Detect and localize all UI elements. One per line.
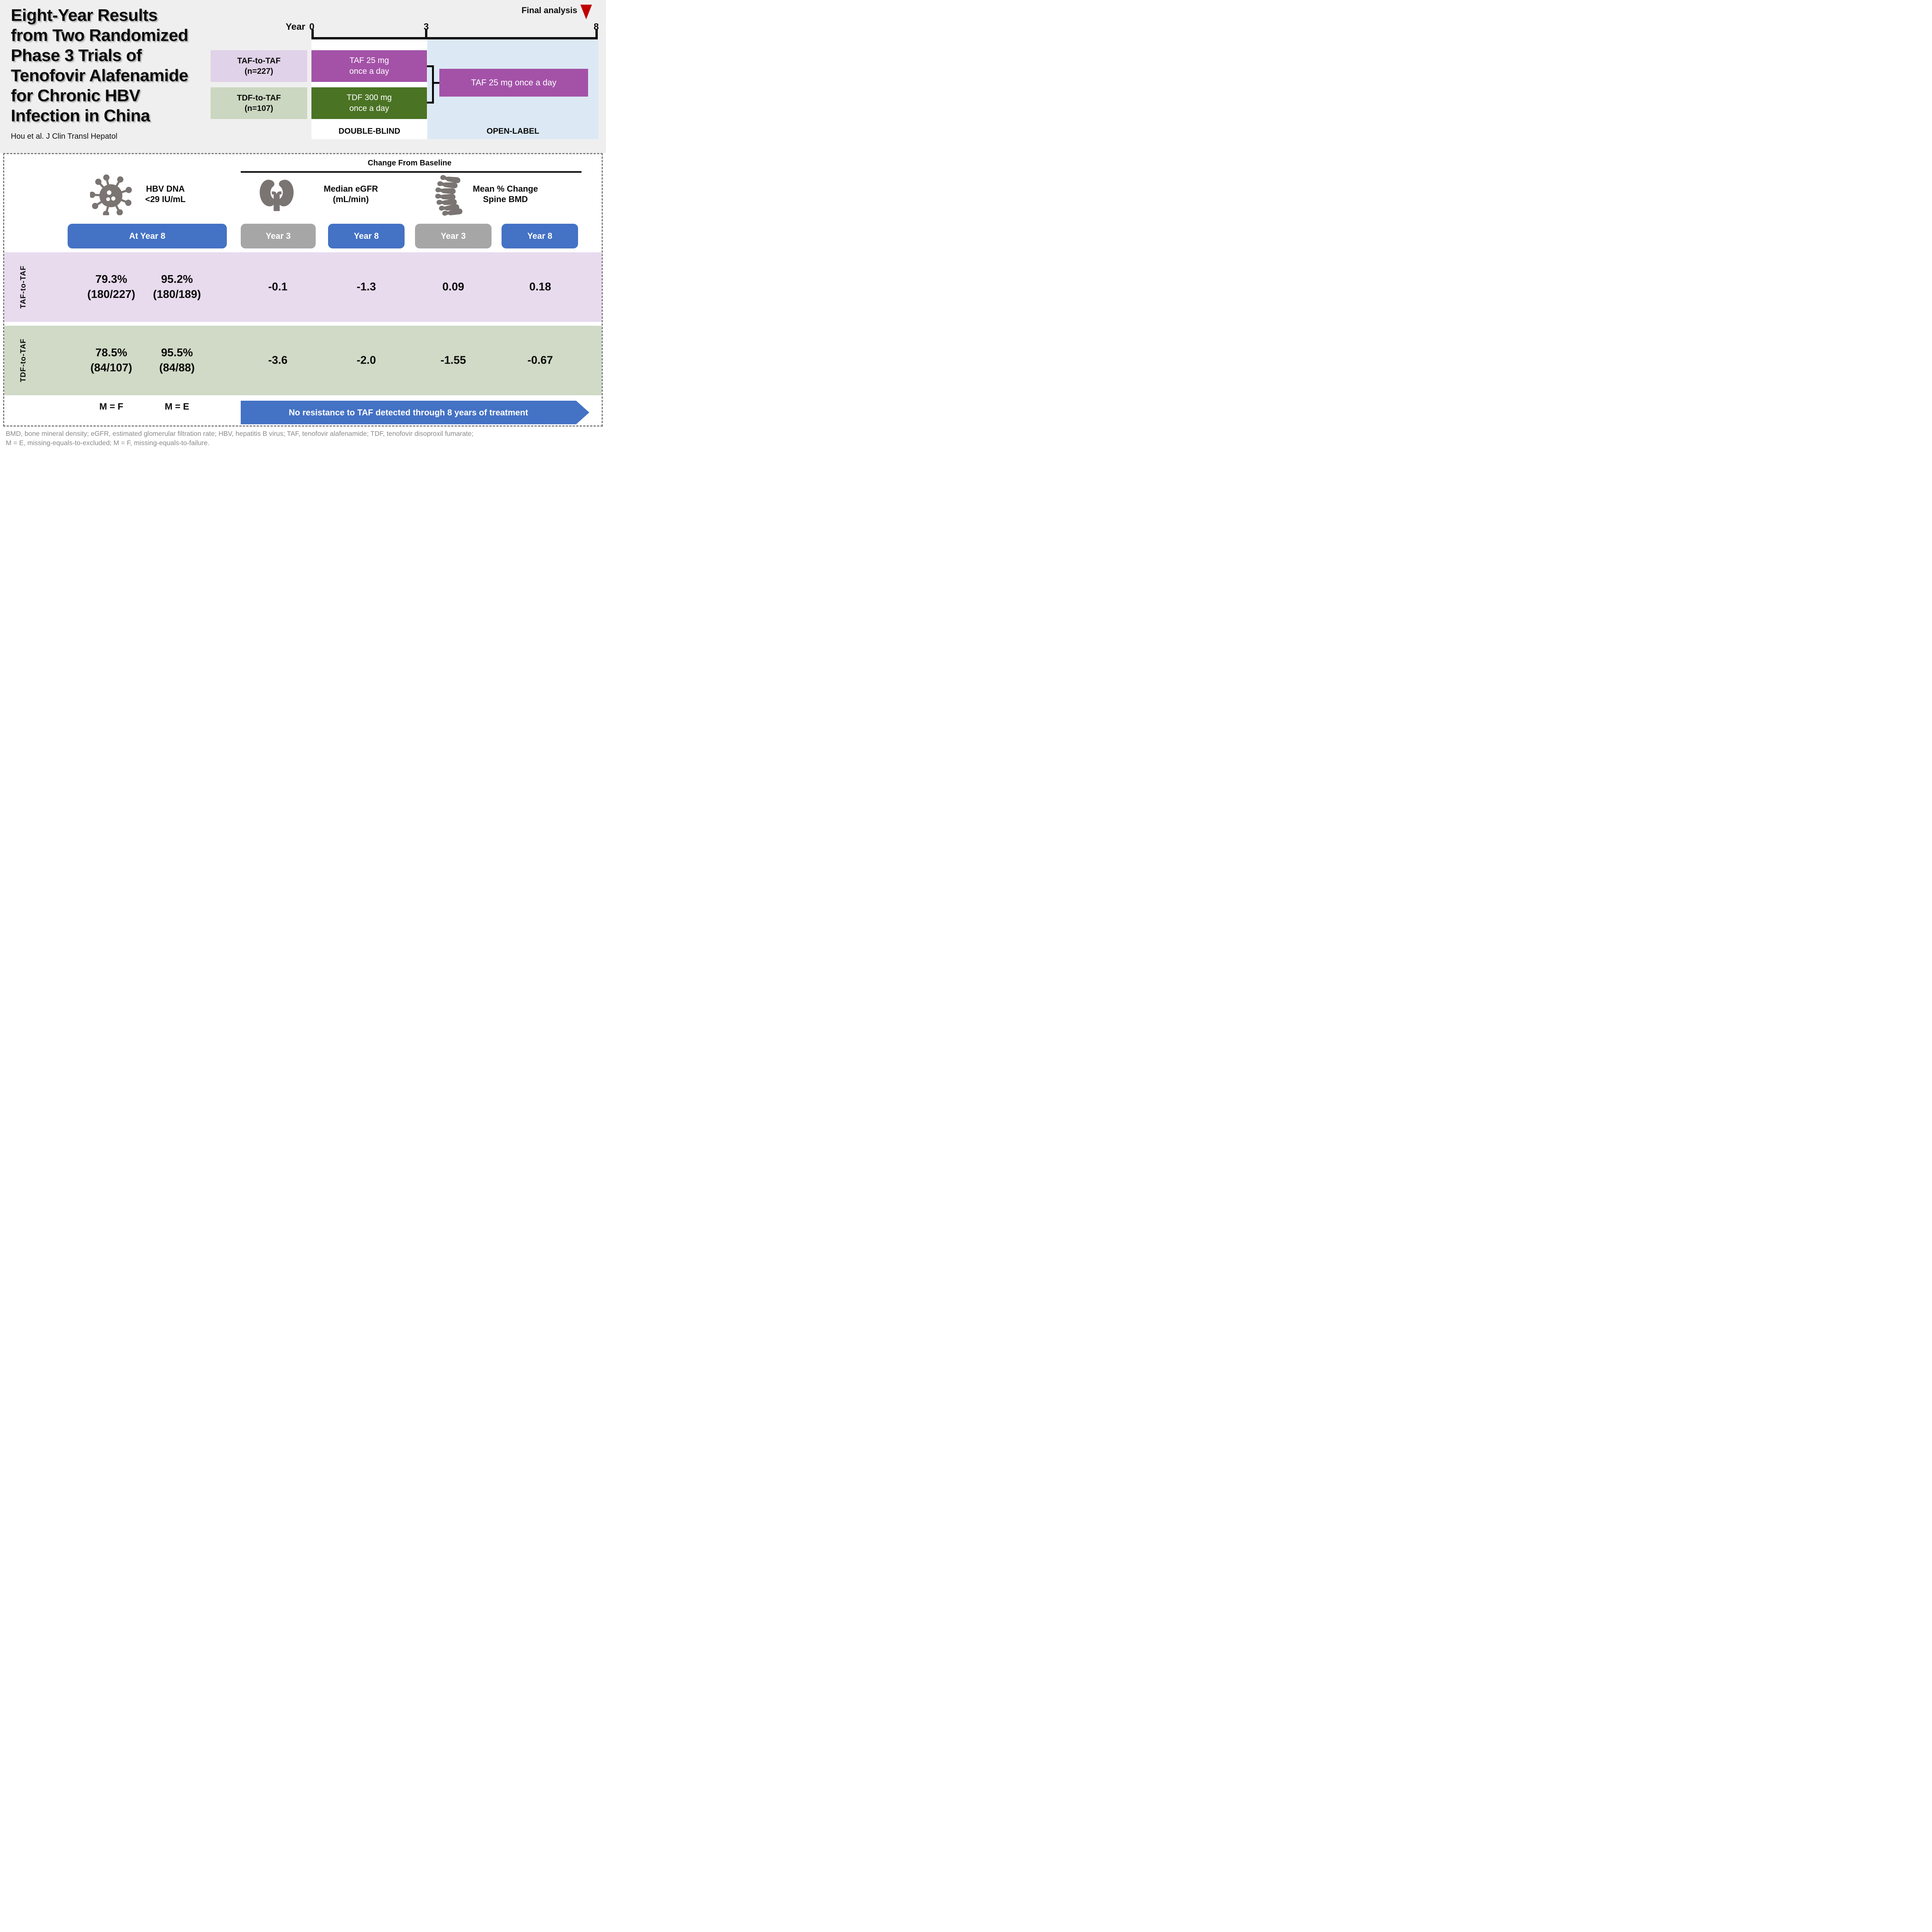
value-egfr-y8: -1.3 [357,281,376,293]
title-line: Eight-Year Results [11,6,158,25]
value-frac: (180/227) [87,288,136,301]
value-egfr-y8: -2.0 [357,354,376,367]
title-line: Tenofovir Alafenamide [11,66,188,85]
final-analysis-label: Final analysis [521,5,577,15]
resistance-banner-text: No resistance to TAF detected through 8 … [289,407,528,417]
arm1-treatment-bar: TAF 25 mg once a day [311,50,427,82]
citation: Hou et al. J Clin Transl Hepatol [11,132,117,141]
open-label-treatment-bar: TAF 25 mg once a day [439,69,588,97]
title-line: Phase 3 Trials of [11,46,142,65]
year-axis-label: Year [286,22,305,32]
row-label: TAF-to-TAF [19,265,27,309]
results-panel: Change From Baseline [3,153,603,427]
value-hbv-me: 95.2% (180/189) [134,272,219,302]
row-label-wrap: TDF-to-TAF [11,326,36,395]
footnote-line-2: M = E, missing-equals-to-excluded; M = F… [6,439,210,447]
value-bmd-y8: 0.18 [529,281,551,293]
col1-title-line2: <29 IU/mL [145,194,186,204]
table-row-taf-to-taf: TAF-to-TAF 79.3% (180/227) 95.2% (180/18… [4,252,602,322]
arm2-name: TDF-to-TAF [237,94,281,102]
timeline-axis-line [311,37,598,39]
col2-title: Median eGFR (mL/min) [306,184,395,204]
arm1-label-box: TAF-to-TAF (n=227) [211,50,307,82]
col3-title-line2: Spine BMD [483,194,528,204]
value-egfr-y3: -0.1 [268,281,287,293]
col2-title-line1: Median eGFR [323,184,378,194]
value-pct: 79.3% [95,273,128,286]
value-bmd-y8: -0.67 [527,354,553,367]
graphical-abstract: Eight-Year Results from Two Randomized P… [0,0,606,455]
value-pct: 95.2% [161,273,193,286]
title-line: for Chronic HBV [11,86,140,105]
col2-title-line2: (mL/min) [333,194,369,204]
timeline-tick-0 [311,29,314,39]
col3-title: Mean % Change Spine BMD [461,184,550,204]
value-frac: (84/107) [90,362,132,374]
timeline-tick-8 [595,29,598,39]
arm2-label-box: TDF-to-TAF (n=107) [211,87,307,119]
page-title: Eight-Year Results from Two Randomized P… [11,5,189,126]
arm2-drug-line1: TDF 300 mg [347,93,392,102]
top-band: Eight-Year Results from Two Randomized P… [0,0,606,153]
value-pct: 78.5% [95,347,128,359]
change-from-baseline-heading: Change From Baseline [367,159,452,167]
col1-title-line1: HBV DNA [146,184,185,194]
col1-title: HBV DNA <29 IU/mL [131,184,200,204]
arm2-n: (n=107) [244,104,274,113]
timeline-tick-3 [425,29,427,39]
connector-top-stub [427,65,433,67]
double-blind-label: DOUBLE-BLIND [338,127,400,136]
value-egfr-y3: -3.6 [268,354,287,367]
bmd-year-8-badge: Year 8 [502,224,578,248]
year-tick-label-3: 3 [423,22,429,32]
title-line: from Two Randomized [11,26,189,45]
at-year-8-badge: At Year 8 [68,224,227,248]
connector-middle-stub [433,82,439,84]
spine-icon [433,173,466,217]
final-analysis-marker-icon [580,5,592,19]
arm2-treatment-bar: TDF 300 mg once a day [311,87,427,119]
title-line: Infection in China [11,106,150,125]
egfr-year-3-badge: Year 3 [241,224,316,248]
note-m-equals-f: M = F [99,401,123,412]
row-label: TDF-to-TAF [19,338,27,383]
value-pct: 95.5% [161,347,193,359]
open-label-label: OPEN-LABEL [486,127,539,136]
value-hbv-me: 95.5% (84/88) [134,345,219,376]
value-hbv-mf: 79.3% (180/227) [69,272,154,302]
arm1-name: TAF-to-TAF [237,56,281,65]
connector-vertical [432,65,434,104]
arm1-drug-line1: TAF 25 mg [349,56,389,65]
arm2-drug-line2: once a day [349,104,389,113]
final-analysis: Final analysis [522,5,592,19]
resistance-banner: No resistance to TAF detected through 8 … [241,401,589,424]
virus-icon [90,173,132,215]
value-bmd-y3: 0.09 [442,281,464,293]
col3-title-line1: Mean % Change [473,184,538,194]
note-m-equals-e: M = E [165,401,189,412]
value-frac: (180/189) [153,288,201,301]
open-label-drug: TAF 25 mg once a day [471,78,556,87]
arm1-drug-line2: once a day [349,67,389,76]
value-frac: (84/88) [159,362,195,374]
table-row-tdf-to-taf: TDF-to-TAF 78.5% (84/107) 95.5% (84/88) … [4,326,602,395]
footnote: BMD, bone mineral density; eGFR, estimat… [6,429,601,447]
bmd-year-3-badge: Year 3 [415,224,492,248]
arm1-n: (n=227) [244,67,274,76]
footnote-line-1: BMD, bone mineral density; eGFR, estimat… [6,430,474,437]
row-label-wrap: TAF-to-TAF [11,252,36,322]
value-bmd-y3: -1.55 [440,354,466,367]
egfr-year-8-badge: Year 8 [328,224,405,248]
value-hbv-mf: 78.5% (84/107) [69,345,154,376]
kidneys-icon [259,177,295,213]
change-from-baseline-underline [241,171,582,173]
connector-bottom-stub [427,102,433,104]
